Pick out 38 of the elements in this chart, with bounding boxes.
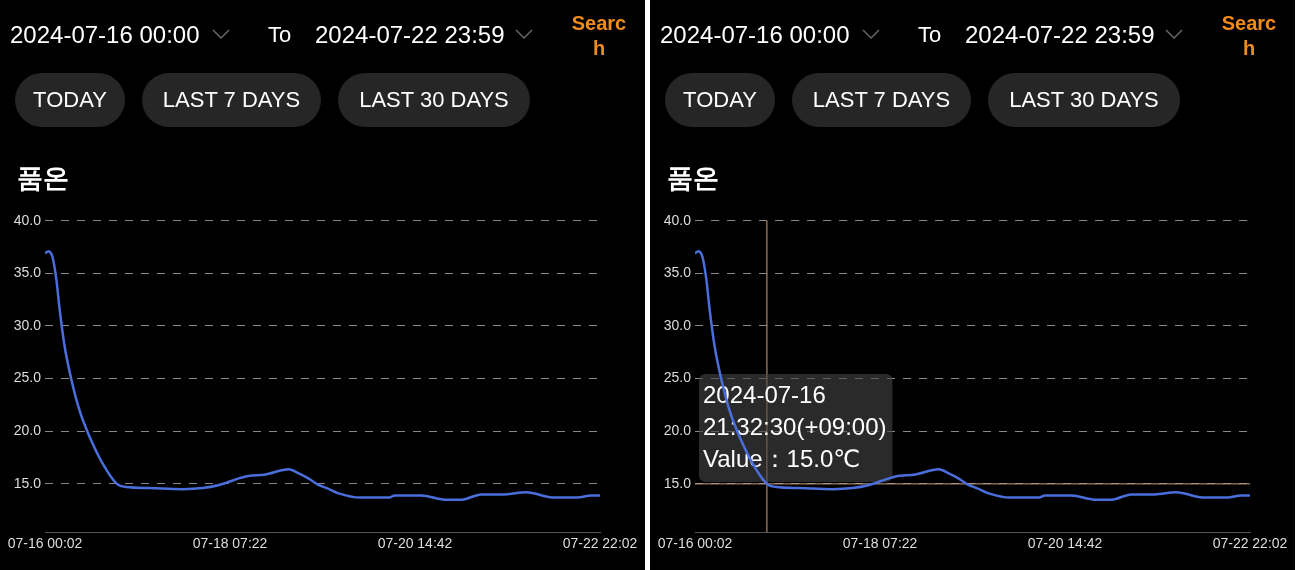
text: 2024-07-16 00:00 (10, 20, 200, 50)
line-series (695, 249, 1250, 501)
y-tick-label: 30.0 (663, 316, 692, 333)
y-tick-label: 40.0 (13, 211, 42, 228)
x-tick-label: 07-18 07:22 (192, 534, 268, 551)
y-tick-label: 20.0 (13, 422, 42, 439)
text: LAST 7 DAYS (792, 73, 971, 127)
y-tick-label: 40.0 (663, 211, 692, 228)
text: TODAY (665, 73, 775, 127)
y-tick-label: 20.0 (663, 422, 692, 439)
text: Search (1220, 11, 1278, 61)
x-tick-label: 07-16 00:02 (657, 534, 733, 551)
y-tick-label: 15.0 (13, 474, 42, 491)
y-tick-label: 25.0 (13, 369, 42, 386)
y-tick-label: 35.0 (13, 264, 42, 281)
y-tick-label: 25.0 (663, 369, 692, 386)
y-tick-label: 15.0 (663, 474, 692, 491)
chart-title: 품온 (17, 162, 69, 195)
x-tick-label: 07-20 14:42 (377, 534, 453, 551)
x-tick-label: 07-18 07:22 (842, 534, 918, 551)
line-series (45, 249, 600, 501)
text: Search (570, 11, 628, 61)
text: LAST 30 DAYS (988, 73, 1180, 127)
x-tick-label: 07-22 22:02 (1212, 534, 1288, 551)
text: LAST 30 DAYS (338, 73, 530, 127)
text: TODAY (15, 73, 125, 127)
text: 2024-07-16 00:00 (660, 20, 850, 50)
text: LAST 7 DAYS (142, 73, 321, 127)
text: To (918, 21, 942, 49)
y-tick-label: 30.0 (13, 316, 42, 333)
text: To (268, 21, 292, 49)
text: 2024-07-22 23:59 (965, 20, 1155, 50)
x-tick-label: 07-22 22:02 (562, 534, 638, 551)
x-tick-label: 07-16 00:02 (7, 534, 83, 551)
x-tick-label: 07-20 14:42 (1027, 534, 1103, 551)
text: 2024-07-22 23:59 (315, 20, 505, 50)
y-tick-label: 35.0 (663, 264, 692, 281)
chart-title: 품온 (667, 162, 719, 195)
